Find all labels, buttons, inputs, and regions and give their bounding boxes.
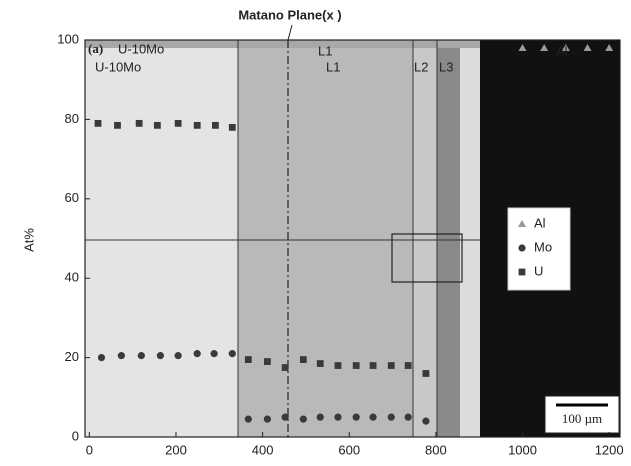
point — [583, 43, 592, 51]
annotation: L1 — [326, 59, 340, 74]
point — [352, 362, 360, 369]
x-tick-label: 1200 — [595, 442, 624, 457]
point — [244, 356, 252, 363]
annotation: Matano Plane(x ) — [238, 7, 341, 22]
point — [228, 350, 236, 358]
point — [540, 43, 549, 51]
point — [404, 362, 412, 369]
point — [316, 413, 324, 421]
point — [518, 43, 527, 51]
point — [352, 413, 360, 421]
point — [244, 415, 252, 423]
legend-label: Al — [534, 215, 546, 230]
point — [299, 415, 307, 423]
point — [135, 119, 143, 127]
point — [263, 415, 271, 423]
x-tick-label: 0 — [86, 442, 93, 457]
point — [334, 413, 342, 421]
annotation: L2 — [414, 59, 428, 74]
legend-marker — [518, 268, 526, 276]
annotation: U-10Mo — [118, 41, 164, 56]
legend-label: U — [534, 263, 543, 278]
point — [281, 364, 289, 371]
annotation: L1 — [318, 43, 332, 58]
point — [281, 413, 289, 421]
point — [316, 360, 324, 367]
point — [561, 43, 570, 51]
point — [334, 362, 342, 369]
y-tick-label: 60 — [65, 190, 79, 205]
point — [369, 362, 377, 369]
point — [114, 121, 121, 129]
point — [97, 354, 106, 362]
x-tick-label: 400 — [252, 442, 274, 457]
x-tick-label: 1000 — [508, 442, 537, 457]
point — [153, 121, 161, 129]
point — [422, 370, 430, 377]
legend-marker — [518, 244, 526, 252]
point — [387, 362, 395, 369]
point — [210, 350, 218, 358]
y-tick-label: 100 — [57, 31, 79, 46]
point — [605, 43, 614, 51]
point — [299, 356, 307, 363]
legend-marker — [518, 220, 526, 227]
point — [193, 121, 201, 129]
annotation: (a) — [88, 41, 103, 56]
y-tick-label: 80 — [65, 111, 79, 126]
y-tick-label: 40 — [65, 270, 79, 285]
point — [174, 119, 182, 127]
point — [211, 121, 219, 129]
point — [94, 119, 102, 127]
x-tick-label: 800 — [425, 442, 447, 457]
x-tick-label: 200 — [165, 442, 187, 457]
x-tick-label: 600 — [338, 442, 360, 457]
annotation: L3 — [439, 59, 453, 74]
point — [193, 350, 201, 358]
point — [174, 352, 182, 360]
point — [156, 352, 164, 360]
point — [387, 413, 395, 421]
y-tick-label: 20 — [65, 349, 79, 364]
point — [263, 358, 271, 365]
point — [117, 352, 125, 360]
annotation: U-10Mo — [95, 59, 141, 74]
y-axis-label: At% — [21, 228, 36, 252]
legend-label: Mo — [534, 239, 552, 254]
point — [404, 413, 412, 421]
micrograph-background — [85, 24, 620, 437]
point — [369, 413, 377, 421]
point — [137, 352, 145, 360]
point — [422, 417, 430, 425]
annotation: 100 µm — [562, 411, 602, 426]
point — [228, 123, 236, 131]
y-tick-label: 0 — [72, 428, 79, 443]
plot-frame — [84, 39, 621, 438]
annotation: Al — [556, 43, 568, 58]
